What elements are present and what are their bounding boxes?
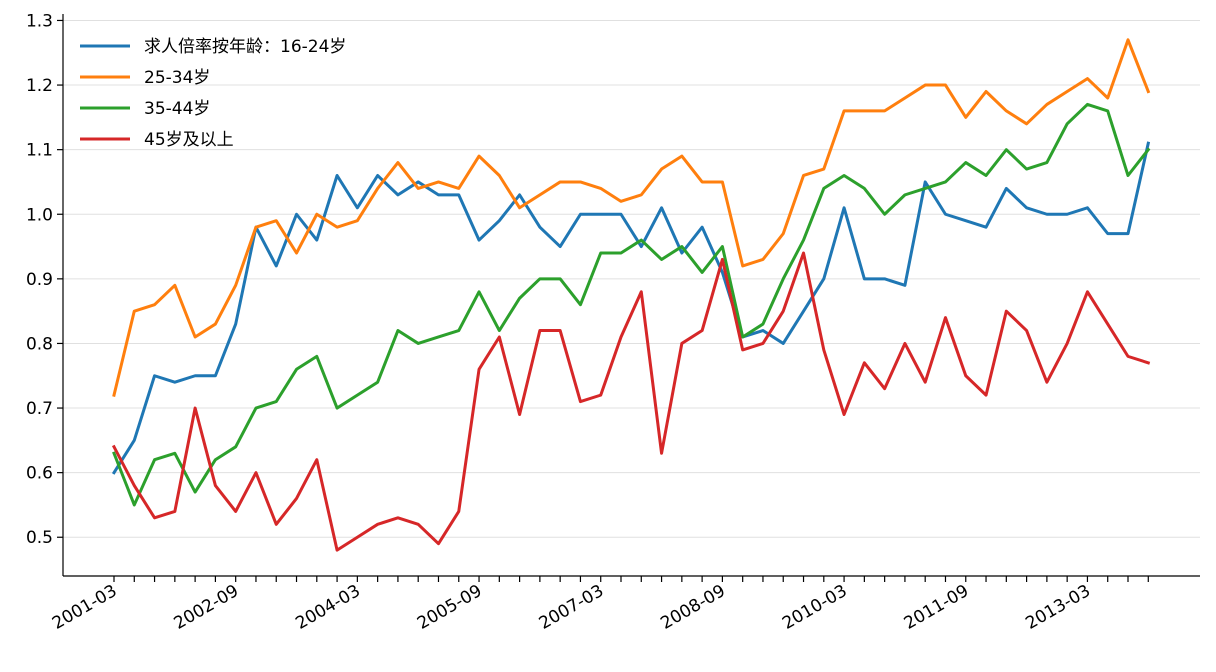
y-tick-label: 1.2 — [26, 76, 53, 96]
x-tick-label: 2008-09 — [657, 581, 729, 634]
x-tick-label: 2011-09 — [901, 581, 973, 634]
y-tick-label: 0.5 — [26, 528, 53, 548]
x-tick-label: 2010-03 — [779, 581, 851, 634]
legend-label-0: 求人倍率按年龄：16-24岁 — [144, 37, 346, 57]
legend-label-2: 35-44岁 — [144, 99, 210, 119]
y-tick-label: 1.3 — [26, 11, 53, 31]
y-tick-label: 0.6 — [26, 464, 53, 484]
x-tick-label: 2001-03 — [49, 581, 121, 634]
x-tick-label: 2004-03 — [292, 581, 364, 634]
series-line-2 — [112, 102, 1151, 507]
x-tick-label: 2005-09 — [414, 581, 486, 634]
x-tick-label: 2002-09 — [171, 581, 243, 634]
series-line-3 — [111, 251, 1151, 552]
series-line-0 — [111, 141, 1151, 475]
y-tick-label: 0.8 — [26, 334, 53, 354]
y-tick-label: 1.0 — [26, 205, 53, 225]
y-tick-label: 1.1 — [26, 141, 53, 161]
x-tick-label: 2007-03 — [536, 581, 608, 634]
legend-label-1: 25-34岁 — [144, 68, 210, 88]
gridlines — [63, 19, 1200, 538]
legend: 求人倍率按年龄：16-24岁 25-34岁 35-44岁 45岁及以上 — [80, 37, 346, 150]
series-line-1 — [112, 38, 1151, 397]
series-lines — [111, 38, 1151, 552]
legend-label-3: 45岁及以上 — [144, 130, 234, 150]
y-tick-label: 0.9 — [26, 270, 53, 290]
y-tick-label: 0.7 — [26, 399, 53, 419]
x-tick-label: 2013-03 — [1022, 581, 1094, 634]
